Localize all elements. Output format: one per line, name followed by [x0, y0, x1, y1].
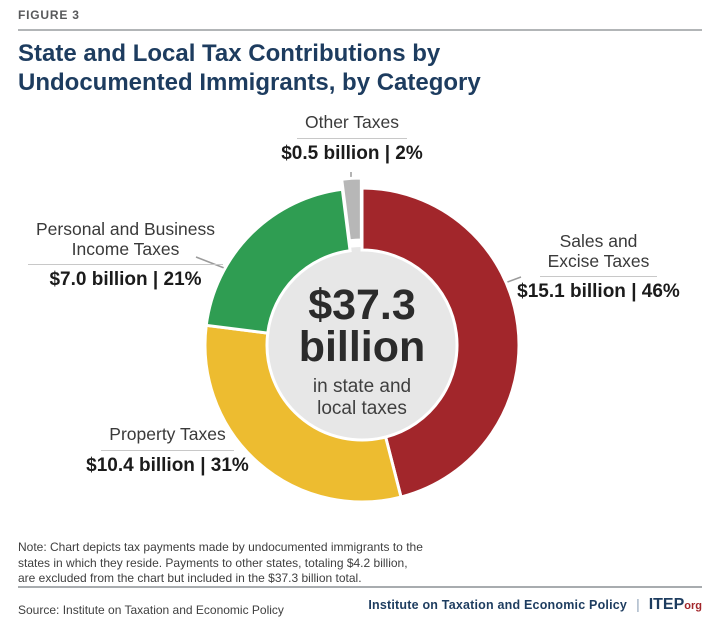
segment-value: $10.4 billion | 31%	[86, 454, 249, 476]
segment-label-property-taxes: Property Taxes $10.4 billion | 31%	[70, 424, 265, 477]
segment-label-sales-excise-taxes: Sales and Excise Taxes $15.1 billion | 4…	[496, 231, 701, 303]
page-title: State and Local Tax Contributions by Und…	[18, 40, 481, 97]
segment-value: $0.5 billion | 2%	[281, 142, 423, 164]
footer-pipe-divider: |	[636, 596, 640, 612]
segment-name: Sales and Excise Taxes	[539, 231, 658, 278]
total-unit: billion	[298, 323, 426, 372]
donut-center-circle	[264, 247, 460, 443]
segment-value: $15.1 billion | 46%	[517, 281, 680, 303]
figure-number-label: FIGURE 3	[18, 8, 80, 22]
donut-center-label: $37.3 billion in state and local taxes	[272, 281, 452, 419]
segment-name: Other Taxes	[296, 112, 408, 139]
total-caption: in state and local taxes	[312, 376, 412, 419]
source-text: Source: Institute on Taxation and Econom…	[18, 603, 284, 618]
brand-itep[interactable]: ITEP	[648, 596, 685, 613]
footer-org-name: Institute on Taxation and Economic Polic…	[368, 598, 628, 612]
footer-brand-link[interactable]: ITEPorg	[649, 596, 702, 614]
segment-label-other-taxes: Other Taxes $0.5 billion | 2%	[252, 112, 452, 165]
segment-name: Property Taxes	[101, 424, 234, 451]
header-divider-rule	[18, 29, 702, 31]
donut-segment-property-taxes	[203, 323, 403, 504]
segment-name: Personal and Business Income Taxes	[28, 219, 223, 266]
brand-org-suffix[interactable]: org	[684, 600, 702, 612]
total-amount: $37.3	[308, 281, 416, 329]
segment-label-personal-business-income-taxes: Personal and Business Income Taxes $7.0 …	[18, 219, 233, 291]
donut-segment-other-taxes	[340, 176, 363, 243]
note-text: Note: Chart depicts tax payments made by…	[18, 539, 423, 586]
chart-note: Note: Chart depicts tax payments made by…	[18, 524, 488, 624]
footer-divider-rule	[18, 586, 702, 588]
donut-segment-sales-excise-taxes	[360, 186, 521, 499]
footer: Institute on Taxation and Economic Polic…	[368, 596, 702, 614]
segment-value: $7.0 billion | 21%	[49, 269, 202, 291]
